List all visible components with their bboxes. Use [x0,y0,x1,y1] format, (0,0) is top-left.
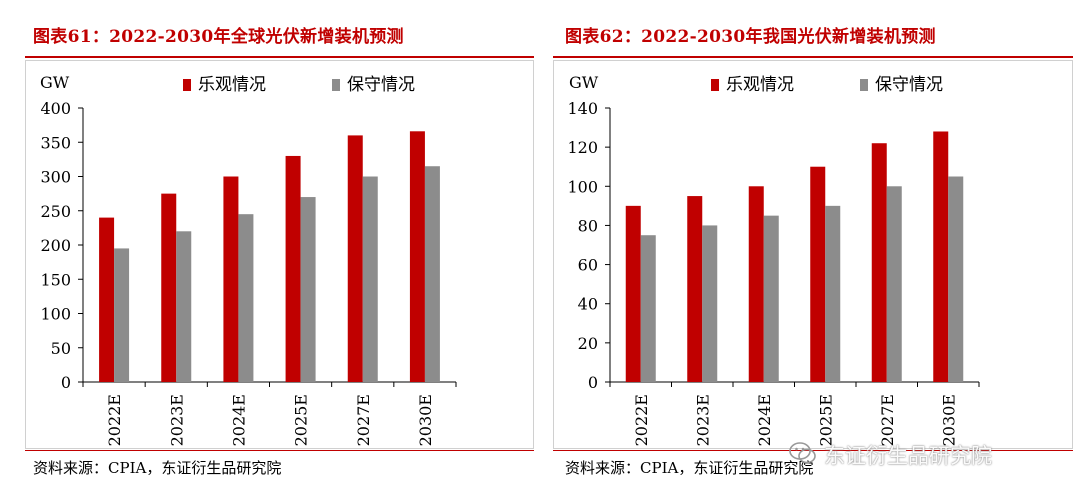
bar-optimistic [223,176,239,382]
y-tick-label: 20 [578,334,598,353]
y-tick-label: 40 [578,295,598,314]
y-tick-label: 150 [40,270,71,289]
x-tick-label: 2025E [292,394,311,446]
x-tick-label: 2030E [416,394,435,446]
x-tick-label: 2024E [755,394,774,446]
y-tick-label: 80 [578,216,598,235]
bar-optimistic [687,196,703,382]
bar-conservative [114,248,130,382]
bar-optimistic [99,217,115,382]
y-tick-label: 350 [40,133,71,152]
bar-chart-global: GW 0 50 100 150 200 250 300 350 400 2022E 2023E 2024… [40,73,457,446]
y-tick-label: 50 [51,339,71,358]
chart-title: 图表61：2022-2030年全球光伏新增装机预测 [33,27,404,47]
y-tick-label: 300 [40,168,71,187]
bar-optimistic [347,135,363,382]
legend-label: 保守情况 [875,75,943,95]
bar-optimistic [625,205,641,382]
chart-panel-china: 图表62：2022-2030年我国光伏新增装机预测 GW 0 20 40 60 80 100… [539,0,1078,502]
bar-conservative [948,176,964,382]
x-tick-label: 2024E [229,394,248,446]
y-tick-label: 400 [40,99,71,118]
bar-conservative [238,214,254,382]
y-tick-label: 0 [588,373,598,392]
x-tick-label: 2022E [105,394,124,446]
chart-frame [25,60,534,449]
legend-label: 乐观情况 [198,75,266,95]
x-tick-label: 2023E [693,394,712,446]
bar-chart-china: GW 0 20 40 60 80 100 120 140 2022E 2023E 2024E 2025E… [567,73,980,446]
chart-panel-global: 图表61：2022-2030年全球光伏新增装机预测 GW 0 50 100 150 200… [25,27,534,477]
y-tick-label: 60 [578,256,598,275]
source-note: 资料来源：CPIA，东证衍生品研究院 [33,459,282,477]
source-note: 资料来源：CPIA，东证衍生品研究院 [565,459,814,477]
legend-label: 保守情况 [347,75,415,95]
bar-conservative [640,235,656,382]
legend-swatch [183,79,191,91]
source-rule [25,450,534,451]
bar-conservative [362,176,378,382]
x-tick-label: 2022E [632,394,651,446]
legend-swatch [860,79,868,91]
bar-optimistic [285,155,301,382]
bar-conservative [886,186,902,382]
bar-conservative [825,205,841,382]
title-rule [553,56,1073,58]
bar-conservative [702,225,718,382]
bar-optimistic [409,131,425,382]
bar-optimistic [933,131,949,382]
bar-optimistic [748,186,764,382]
y-tick-label: 100 [567,177,598,196]
watermark: 东证衍生品研究院 [824,444,992,468]
y-tick-label: 0 [61,373,71,392]
bar-optimistic [161,193,177,382]
y-axis-unit: GW [40,73,70,92]
bar-optimistic [871,143,887,382]
x-tick-label: 2025E [816,394,835,446]
legend-swatch [711,79,719,91]
bar-conservative [424,166,440,382]
x-tick-label: 2023E [167,394,186,446]
source-rule [553,450,1073,451]
x-tick-label: 2027E [878,394,897,446]
bar-conservative [763,215,779,382]
y-tick-label: 100 [40,305,71,324]
y-tick-label: 250 [40,202,71,221]
x-tick-label: 2027E [354,394,373,446]
legend-swatch [332,79,340,91]
bar-conservative [176,231,192,382]
title-rule [25,56,534,58]
wechat-icon [789,442,816,464]
chart-title: 图表62：2022-2030年我国光伏新增装机预测 [565,27,936,47]
x-tick-label: 2030E [939,394,958,446]
chart-frame [553,60,1073,449]
y-tick-label: 140 [567,99,598,118]
bar-conservative [300,197,316,382]
legend-label: 乐观情况 [726,75,794,95]
y-tick-label: 120 [567,138,598,157]
y-axis-unit: GW [569,73,599,92]
y-tick-label: 200 [40,236,71,255]
bar-optimistic [810,166,826,382]
